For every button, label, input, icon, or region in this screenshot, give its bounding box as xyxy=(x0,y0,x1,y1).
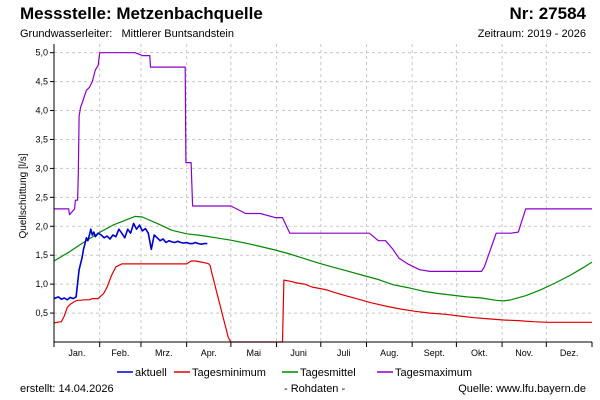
x-tick-label: Dez. xyxy=(560,348,579,358)
legend-label-mittel: Tagesmittel xyxy=(300,367,356,379)
period-label: Zeitraum: 2019 - 2026 xyxy=(477,28,586,40)
legend-label-maximum: Tagesmaximum xyxy=(395,367,472,379)
x-tick-label: Jan. xyxy=(68,348,85,358)
series-line-minimum xyxy=(53,260,592,343)
x-tick-label: Nov. xyxy=(515,348,533,358)
y-tick-label: 3,0 xyxy=(35,163,48,173)
x-tick-label: Aug. xyxy=(380,348,399,358)
y-tick-label: 5,0 xyxy=(35,48,48,58)
x-tick-label: Okt. xyxy=(471,348,488,358)
series-line-aktuell xyxy=(53,222,208,301)
y-tick-label: 4,5 xyxy=(35,77,48,87)
y-tick-label: 1,5 xyxy=(35,250,48,260)
x-tick-label: Mrz. xyxy=(155,348,173,358)
x-tick-label: Sept. xyxy=(424,348,445,358)
data-source: Quelle: www.lfu.bayern.de xyxy=(458,383,586,395)
aquifer-info: Grundwasserleiter: Mittlerer Buntsandste… xyxy=(20,28,234,40)
y-tick-label: 3,5 xyxy=(35,134,48,144)
raw-data-note: - Rohdaten - xyxy=(284,383,346,395)
x-tick-label: Feb. xyxy=(111,348,129,358)
grid xyxy=(54,44,592,342)
x-tick-label: Juli xyxy=(337,348,351,358)
legend-label-minimum: Tagesminimum xyxy=(192,367,266,379)
y-tick-label: 0,5 xyxy=(35,308,48,318)
y-tick-label: 4,0 xyxy=(35,106,48,116)
y-tick-label: 2,0 xyxy=(35,221,48,231)
aquifer-value: Mittlerer Buntsandstein xyxy=(121,28,235,40)
x-tick-label: Mai xyxy=(246,348,261,358)
series-line-mittel xyxy=(53,215,593,302)
series-lines xyxy=(53,52,593,343)
station-number: Nr: 27584 xyxy=(509,4,586,23)
created-date: erstellt: 14.04.2026 xyxy=(20,383,114,395)
axes: 0,5 1,0 1,5 2,0 2,5 3,0 3,5 4,0 4,5 5,0 Jan. Feb. Mr… xyxy=(35,44,593,358)
legend-label-aktuell: aktuell xyxy=(135,367,167,379)
y-axis-label: Quellschüttung [l/s] xyxy=(18,153,29,238)
series-line-maximum xyxy=(54,52,592,272)
aquifer-label: Grundwasserleiter: xyxy=(20,28,113,40)
legend: aktuell Tagesminimum Tagesmittel Tagesmaxim… xyxy=(117,367,472,379)
station-title: Messstelle: Metzenbachquelle xyxy=(20,4,263,23)
y-tick-label: 1,0 xyxy=(35,279,48,289)
x-tick-label: Juni xyxy=(290,348,307,358)
x-tick-label: Apr. xyxy=(201,348,217,358)
plot-area xyxy=(54,44,592,342)
y-tick-label: 2,5 xyxy=(35,192,48,202)
